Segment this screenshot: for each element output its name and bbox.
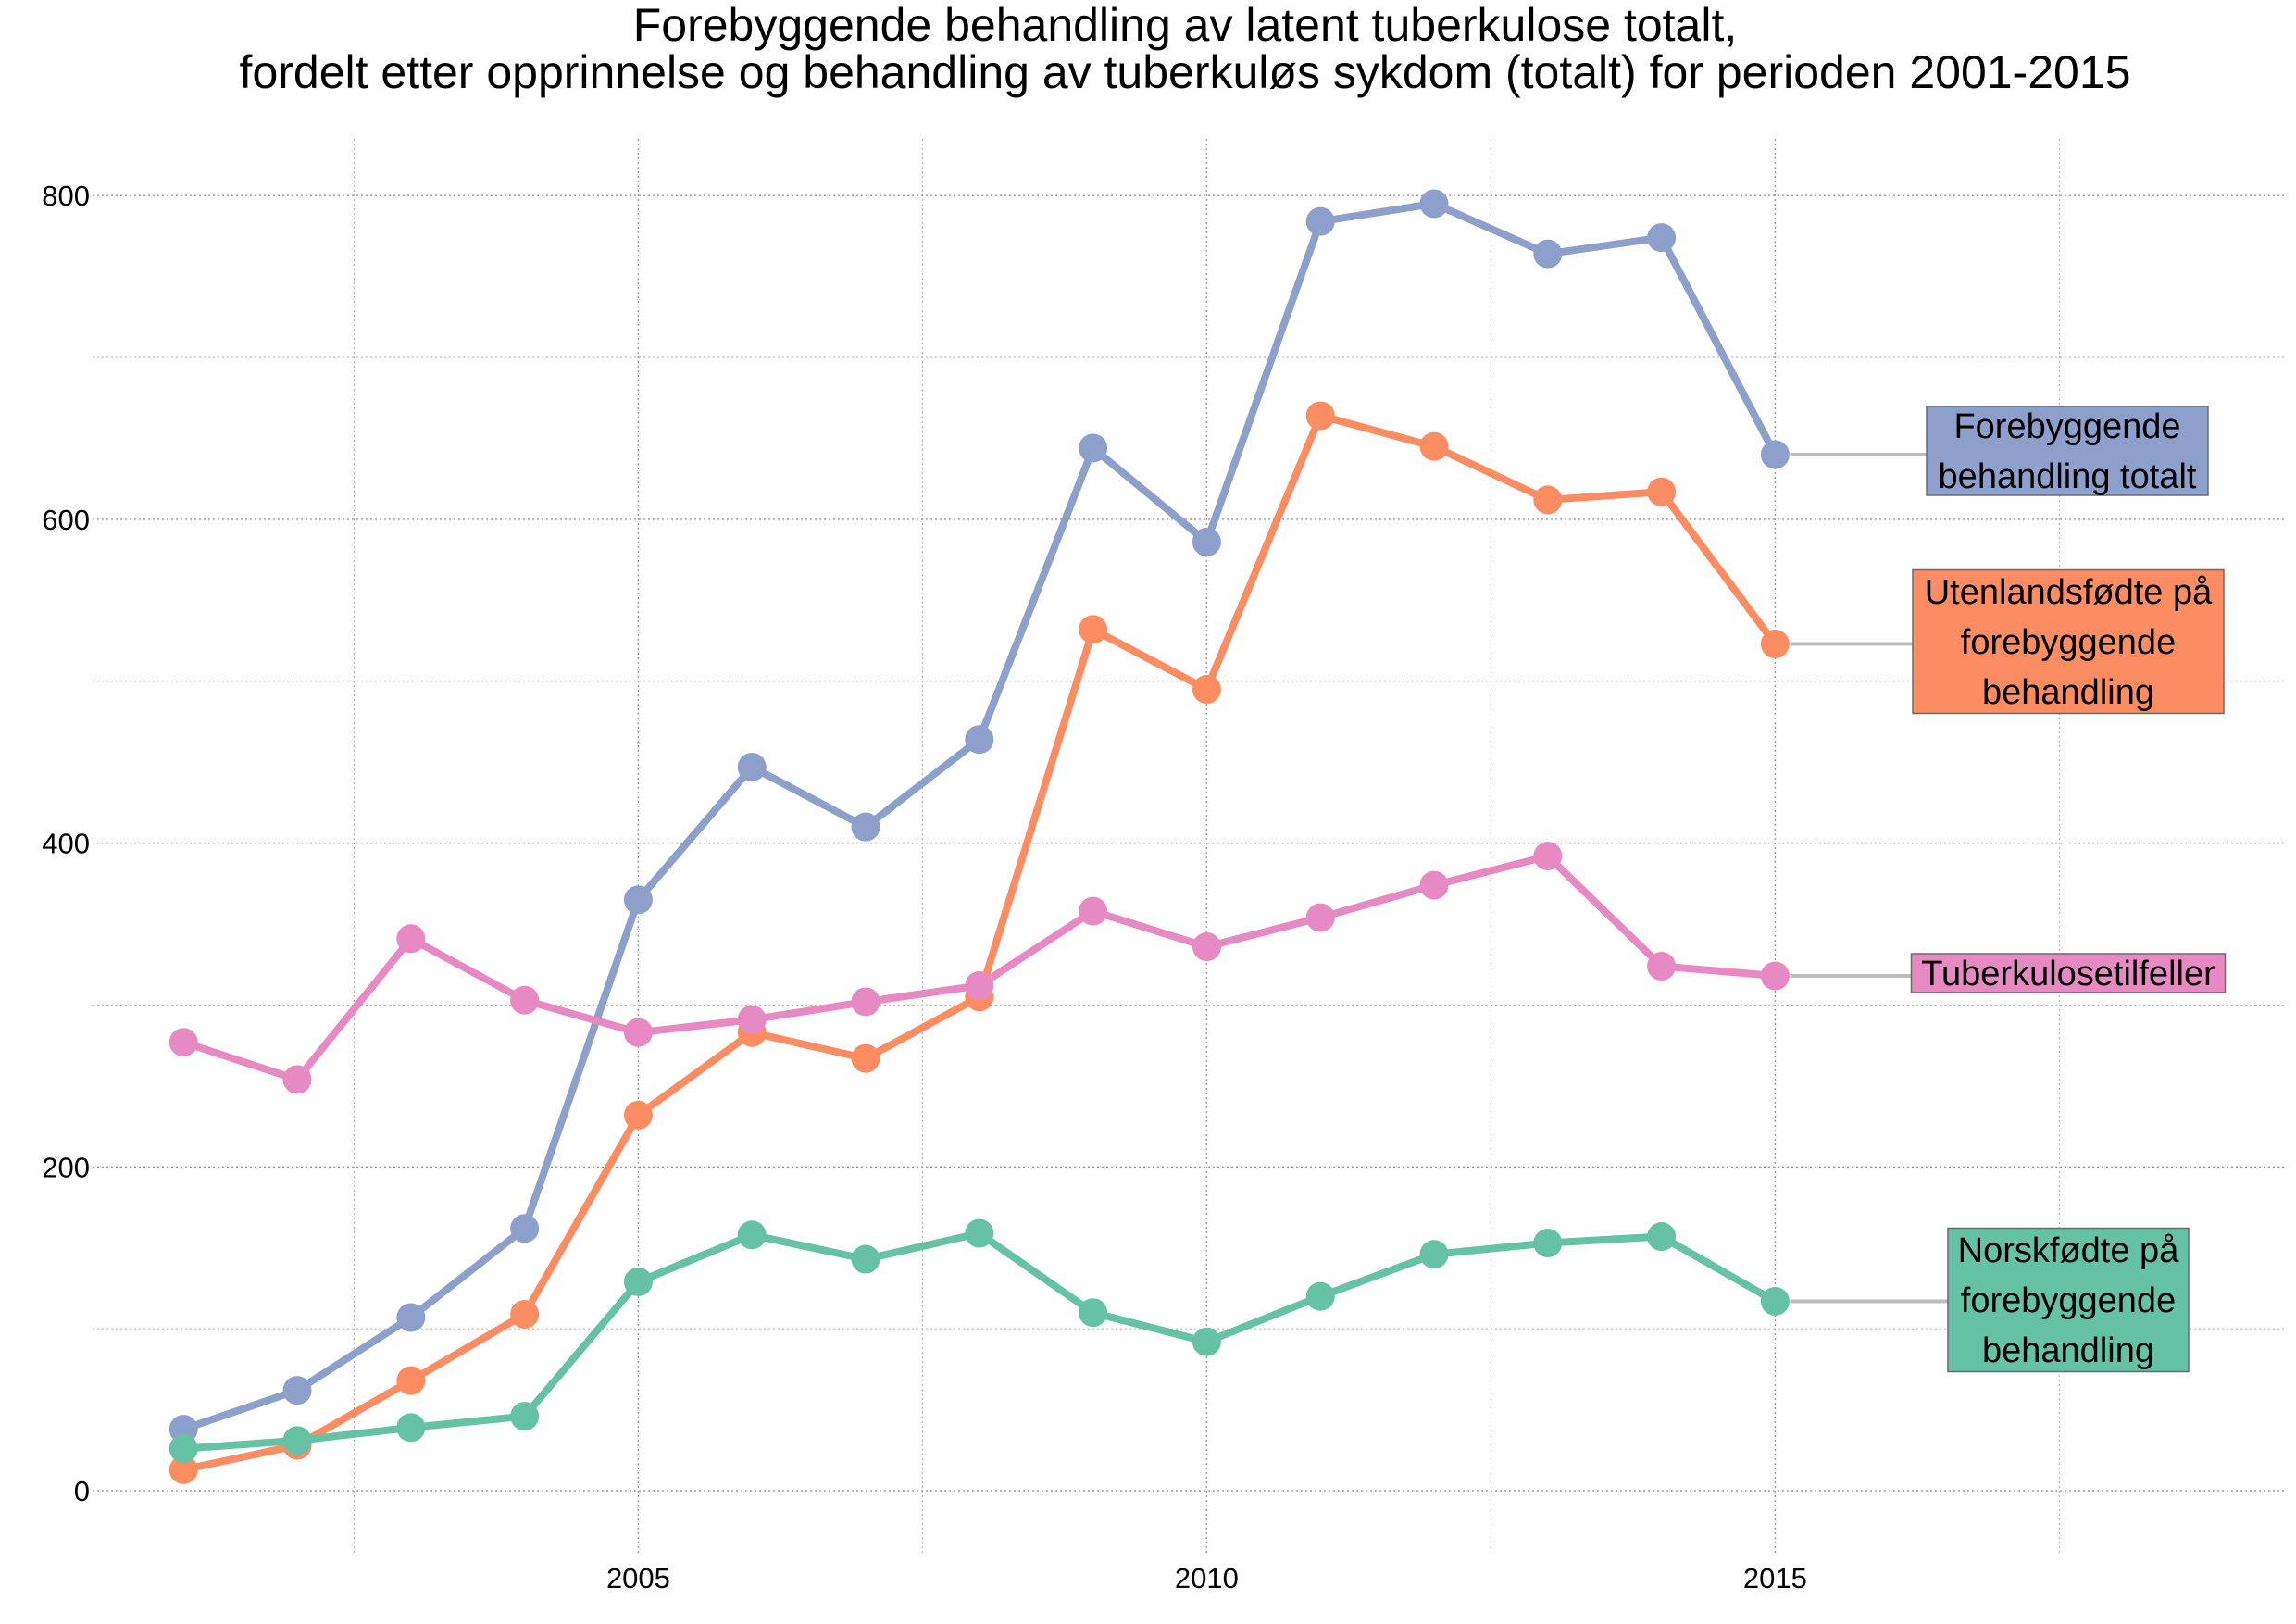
data-point-norskfodte-pa-forebyggende-behandling-2007: [851, 1244, 880, 1274]
series-label-utenlandsfodte-pa-forebyggende-behandling: Utenlandsfødte på forebyggende behandling: [1912, 568, 2225, 715]
series-label-norskfodte-pa-forebyggende-behandling: Norskfødte på forebyggende behandling: [1947, 1227, 2190, 1373]
chart-title: Forebyggende behandling av latent tuberk…: [240, 0, 2131, 98]
series-tuberkulosetilfeller: [168, 842, 1790, 1094]
data-point-tuberkulosetilfeller-2014: [1647, 952, 1677, 981]
series-label-text-tuberkulosetilfeller: Tuberkulosetilfeller: [1921, 955, 2215, 993]
data-point-forebyggende-behandling-totalt-2006: [737, 752, 767, 781]
series-label-text-norskfodte-pa-forebyggende-behandling: forebyggende: [1961, 1281, 2176, 1320]
data-point-tuberkulosetilfeller-2015: [1760, 961, 1790, 991]
x-tick-label: 2015: [1743, 1562, 1807, 1594]
data-point-forebyggende-behandling-totalt-2015: [1760, 440, 1790, 469]
data-point-tuberkulosetilfeller-2004: [510, 985, 540, 1015]
series-labels: Forebyggende behandling totalt Utenlandsfø…: [1910, 406, 2227, 1373]
y-tick-label: 600: [42, 504, 90, 536]
data-point-forebyggende-behandling-totalt-2014: [1647, 223, 1677, 253]
data-point-utenlandsfodte-pa-forebyggende-behandling-2004: [510, 1299, 540, 1329]
data-point-forebyggende-behandling-totalt-2003: [396, 1303, 426, 1332]
x-tick-label: 2005: [606, 1562, 670, 1594]
data-point-norskfodte-pa-forebyggende-behandling-2006: [737, 1220, 767, 1250]
grid: [93, 139, 2287, 1555]
series-label-tuberkulosetilfeller: Tuberkulosetilfeller: [1910, 953, 2227, 993]
chart-title-line-2: fordelt etter opprinnelse og behandling …: [240, 46, 2131, 98]
series-label-text-forebyggende-behandling-totalt: behandling totalt: [1939, 457, 2197, 496]
data-point-norskfodte-pa-forebyggende-behandling-2015: [1760, 1286, 1790, 1316]
data-point-utenlandsfodte-pa-forebyggende-behandling-2007: [851, 1043, 880, 1073]
data-point-forebyggende-behandling-totalt-2002: [282, 1376, 312, 1405]
data-point-tuberkulosetilfeller-2010: [1192, 932, 1221, 962]
series-label-box-norskfodte-pa-forebyggende-behandling: [1947, 1227, 2190, 1373]
series-group: [168, 189, 1790, 1484]
series-label-forebyggende-behandling-totalt: Forebyggende behandling totalt: [1926, 406, 2209, 496]
data-point-norskfodte-pa-forebyggende-behandling-2001: [168, 1434, 198, 1464]
data-point-forebyggende-behandling-totalt-2005: [623, 885, 653, 915]
data-point-tuberkulosetilfeller-2001: [168, 1028, 198, 1057]
data-point-norskfodte-pa-forebyggende-behandling-2003: [396, 1413, 426, 1443]
data-point-norskfodte-pa-forebyggende-behandling-2012: [1419, 1240, 1449, 1269]
series-label-box-utenlandsfodte-pa-forebyggende-behandling: [1912, 568, 2225, 715]
chart-title-line-1: Forebyggende behandling av latent tuberk…: [633, 0, 1738, 51]
data-point-tuberkulosetilfeller-2002: [282, 1065, 312, 1094]
series-label-text-utenlandsfodte-pa-forebyggende-behandling: behandling: [1982, 673, 2154, 712]
series-label-text-norskfodte-pa-forebyggende-behandling: Norskfødte på: [1958, 1231, 2180, 1270]
series-label-text-utenlandsfodte-pa-forebyggende-behandling: forebyggende: [1961, 623, 2176, 662]
data-point-norskfodte-pa-forebyggende-behandling-2005: [623, 1267, 653, 1296]
data-point-norskfodte-pa-forebyggende-behandling-2011: [1305, 1281, 1335, 1311]
y-tick-label: 800: [42, 180, 90, 212]
data-point-norskfodte-pa-forebyggende-behandling-2004: [510, 1402, 540, 1431]
series-label-box-forebyggende-behandling-totalt: [1926, 406, 2209, 496]
data-point-utenlandsfodte-pa-forebyggende-behandling-2003: [396, 1366, 426, 1395]
label-leader-lines: [1790, 452, 1948, 1304]
data-point-forebyggende-behandling-totalt-2004: [510, 1214, 540, 1243]
data-point-norskfodte-pa-forebyggende-behandling-2014: [1647, 1222, 1677, 1252]
data-point-tuberkulosetilfeller-2005: [623, 1018, 653, 1047]
y-tick-label: 400: [42, 828, 90, 860]
series-label-box-tuberkulosetilfeller: [1910, 953, 2227, 993]
data-point-tuberkulosetilfeller-2012: [1419, 870, 1449, 900]
data-point-norskfodte-pa-forebyggende-behandling-2002: [282, 1426, 312, 1455]
y-tick-label: 200: [42, 1151, 90, 1183]
data-point-tuberkulosetilfeller-2006: [737, 1005, 767, 1034]
data-point-utenlandsfodte-pa-forebyggende-behandling-2005: [623, 1100, 653, 1130]
data-point-tuberkulosetilfeller-2013: [1533, 842, 1563, 871]
data-point-tuberkulosetilfeller-2009: [1079, 896, 1108, 926]
series-label-text-forebyggende-behandling-totalt: Forebyggende: [1953, 407, 2180, 446]
data-point-utenlandsfodte-pa-forebyggende-behandling-2015: [1760, 630, 1790, 659]
y-tick-label: 0: [74, 1475, 90, 1507]
data-point-forebyggende-behandling-totalt-2010: [1192, 527, 1221, 556]
data-point-utenlandsfodte-pa-forebyggende-behandling-2011: [1305, 401, 1335, 431]
data-point-tuberkulosetilfeller-2008: [965, 971, 994, 1001]
data-point-norskfodte-pa-forebyggende-behandling-2010: [1192, 1327, 1221, 1356]
data-point-utenlandsfodte-pa-forebyggende-behandling-2009: [1079, 615, 1108, 644]
data-point-norskfodte-pa-forebyggende-behandling-2013: [1533, 1229, 1563, 1258]
series-label-text-norskfodte-pa-forebyggende-behandling: behandling: [1982, 1331, 2154, 1370]
series-line-norskfodte-pa-forebyggende-behandling: [180, 1230, 1779, 1453]
series-line-tuberkulosetilfeller: [180, 852, 1779, 1083]
series-label-text-utenlandsfodte-pa-forebyggende-behandling: Utenlandsfødte på: [1925, 573, 2213, 612]
data-point-tuberkulosetilfeller-2003: [396, 924, 426, 954]
data-point-utenlandsfodte-pa-forebyggende-behandling-2010: [1192, 675, 1221, 705]
data-point-forebyggende-behandling-totalt-2007: [851, 812, 880, 842]
axis-tick-labels: 0 200 400 600 800 2005 2010 2015: [42, 180, 1807, 1594]
data-point-utenlandsfodte-pa-forebyggende-behandling-2001: [168, 1455, 198, 1484]
data-point-utenlandsfodte-pa-forebyggende-behandling-2013: [1533, 485, 1563, 515]
series-norskfodte-pa-forebyggende-behandling: [168, 1218, 1790, 1464]
data-point-tuberkulosetilfeller-2011: [1305, 903, 1335, 932]
data-point-tuberkulosetilfeller-2007: [851, 987, 880, 1017]
data-point-norskfodte-pa-forebyggende-behandling-2009: [1079, 1298, 1108, 1328]
data-point-forebyggende-behandling-totalt-2009: [1079, 433, 1108, 463]
data-point-utenlandsfodte-pa-forebyggende-behandling-2012: [1419, 431, 1449, 461]
data-point-forebyggende-behandling-totalt-2013: [1533, 239, 1563, 269]
data-point-forebyggende-behandling-totalt-2008: [965, 725, 994, 755]
data-point-forebyggende-behandling-totalt-2012: [1419, 189, 1449, 219]
data-point-forebyggende-behandling-totalt-2011: [1305, 206, 1335, 236]
data-point-norskfodte-pa-forebyggende-behandling-2008: [965, 1218, 994, 1248]
x-tick-label: 2010: [1175, 1562, 1239, 1594]
data-point-utenlandsfodte-pa-forebyggende-behandling-2014: [1647, 477, 1677, 506]
